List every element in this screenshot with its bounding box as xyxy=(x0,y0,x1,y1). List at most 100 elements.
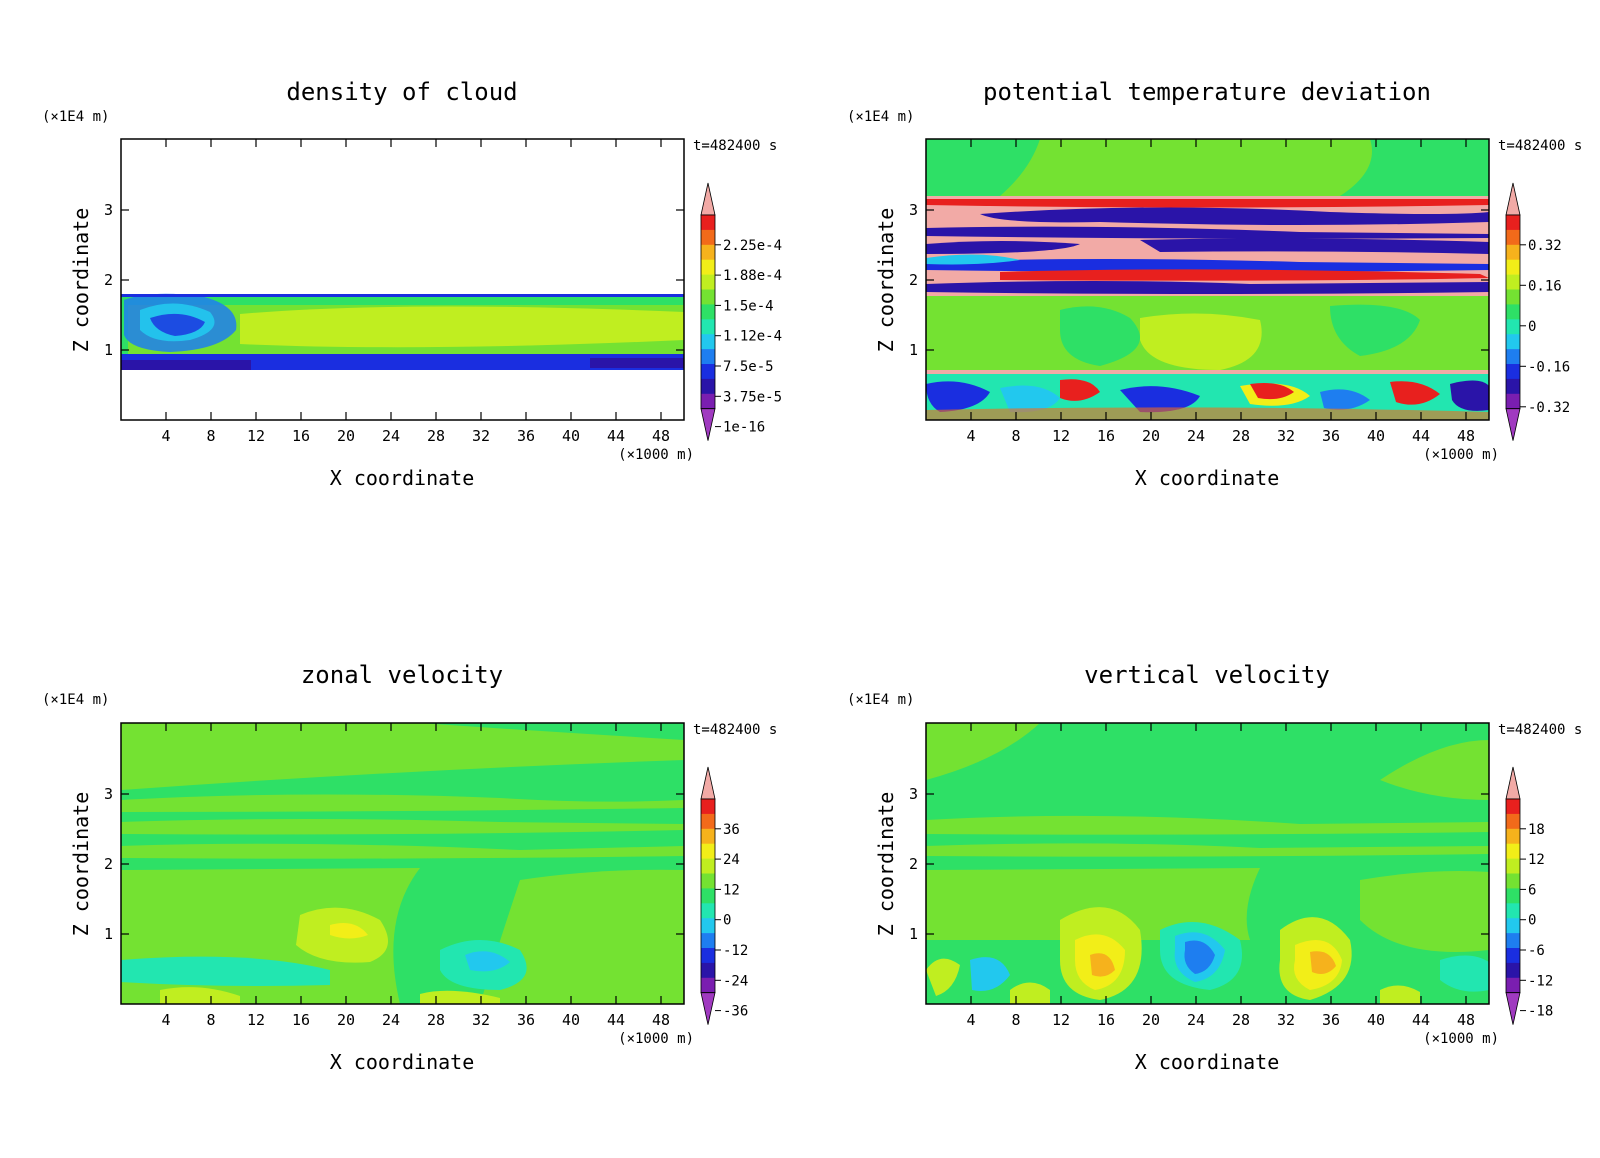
x-tick-label: 16 xyxy=(1097,427,1115,445)
plot-area xyxy=(926,139,1489,420)
time-label: t=482400 s xyxy=(693,722,777,738)
x-tick-label: 32 xyxy=(472,427,490,445)
colorbar-segment xyxy=(701,364,715,380)
x-tick-label: 48 xyxy=(1457,427,1475,445)
x-tick-label: 24 xyxy=(1187,1011,1205,1029)
y-unit-label: (×1E4 m) xyxy=(847,692,914,708)
colorbar-arrow-bottom xyxy=(1505,992,1521,1025)
colorbar-arrow-bottom xyxy=(700,408,716,441)
y-tick-label: 3 xyxy=(104,201,113,219)
panel-vertical-velocity: vertical velocity (×1E4 m) t=482400 s xyxy=(847,661,1582,1074)
colorbar-segment xyxy=(1506,799,1520,815)
colorbar-arrow-top xyxy=(1505,766,1521,800)
chart-title: vertical velocity xyxy=(1084,661,1330,689)
colorbar-label: 0 xyxy=(1528,913,1536,929)
x-axis-label: X coordinate xyxy=(330,1050,475,1074)
x-tick-label: 12 xyxy=(1052,1011,1070,1029)
colorbar-segment xyxy=(701,977,715,993)
y-axis-label: Z coordinate xyxy=(69,208,93,353)
colorbar-segment xyxy=(1506,229,1520,246)
colorbar-segment xyxy=(701,813,715,830)
y-tick-marks xyxy=(926,209,1489,351)
time-label: t=482400 s xyxy=(693,138,777,154)
colorbar-segment xyxy=(701,888,715,904)
colorbar-segment xyxy=(1506,378,1520,395)
colorbar-label: 0 xyxy=(1528,319,1536,335)
x-tick-labels: 4 8 12 16 20 24 28 32 36 40 44 48 xyxy=(161,1011,670,1029)
y-tick-labels: 1 2 3 xyxy=(104,785,113,943)
colorbar-label: 12 xyxy=(1528,852,1545,868)
colorbar-segment xyxy=(701,933,715,949)
x-tick-label: 4 xyxy=(161,427,170,445)
colorbar-segment xyxy=(701,843,715,859)
x-tick-label: 36 xyxy=(517,427,535,445)
colorbar-segment xyxy=(701,918,715,934)
colorbar-segment xyxy=(1506,319,1520,335)
colorbar-segment xyxy=(1506,933,1520,949)
colorbar-segment xyxy=(701,799,715,815)
colorbar-segment xyxy=(701,873,715,889)
x-tick-marks xyxy=(165,723,662,1004)
y-tick-label: 2 xyxy=(104,855,113,873)
colorbar-label: -12 xyxy=(723,943,748,959)
colorbar-label: 0.16 xyxy=(1528,278,1562,294)
x-tick-marks xyxy=(970,723,1467,1004)
colorbar-label: 1.5e-4 xyxy=(723,298,774,314)
colorbar-segment xyxy=(701,259,715,275)
plot-area xyxy=(121,723,684,1004)
x-tick-label: 32 xyxy=(472,1011,490,1029)
colorbar-label: 36 xyxy=(723,822,740,838)
colorbar: 2.25e-4 1.88e-4 1.5e-4 1.12e-4 7.5e-5 3.75e-5… xyxy=(700,182,782,441)
colorbar-label: 6 xyxy=(1528,882,1536,898)
colorbar-segment xyxy=(1506,364,1520,380)
x-tick-label: 20 xyxy=(337,1011,355,1029)
colorbar-arrow-top xyxy=(1505,182,1521,216)
colorbar-segment xyxy=(701,828,715,844)
x-tick-label: 24 xyxy=(382,427,400,445)
colorbar: 36 24 12 0 -12 -24 -36 xyxy=(700,766,748,1025)
y-tick-label: 2 xyxy=(909,271,918,289)
y-tick-label: 3 xyxy=(909,785,918,803)
colorbar-label: 3.75e-5 xyxy=(723,389,782,405)
x-tick-label: 40 xyxy=(1367,1011,1385,1029)
x-tick-marks xyxy=(165,139,662,420)
y-axis-label: Z coordinate xyxy=(874,208,898,353)
colorbar-segment xyxy=(701,962,715,979)
colorbar-label: -24 xyxy=(723,973,748,989)
x-tick-label: 32 xyxy=(1277,1011,1295,1029)
y-tick-label: 1 xyxy=(104,925,113,943)
colorbar-label: -0.32 xyxy=(1528,400,1570,416)
colorbar-label: 7.5e-5 xyxy=(723,359,774,375)
colorbar-segment xyxy=(701,349,715,365)
x-tick-label: 48 xyxy=(1457,1011,1475,1029)
colorbar-segment xyxy=(701,858,715,874)
y-axis-label: Z coordinate xyxy=(69,792,93,937)
x-tick-label: 8 xyxy=(206,1011,215,1029)
y-tick-label: 1 xyxy=(104,341,113,359)
x-tick-label: 16 xyxy=(292,1011,310,1029)
x-unit-label: (×1000 m) xyxy=(1423,447,1499,463)
colorbar-label: -0.16 xyxy=(1528,359,1570,375)
colorbar-label: 1.88e-4 xyxy=(723,268,782,284)
y-tick-label: 1 xyxy=(909,925,918,943)
y-unit-label: (×1E4 m) xyxy=(847,109,914,125)
colorbar-segment xyxy=(1506,948,1520,964)
time-label: t=482400 s xyxy=(1498,722,1582,738)
colorbar-segment xyxy=(1506,259,1520,275)
x-tick-marks xyxy=(970,139,1467,420)
x-tick-label: 8 xyxy=(1011,1011,1020,1029)
x-tick-label: 40 xyxy=(562,427,580,445)
x-tick-label: 28 xyxy=(1232,1011,1250,1029)
colorbar-label: 12 xyxy=(723,882,740,898)
colorbar-segment xyxy=(1506,304,1520,320)
colorbar-label: 0.32 xyxy=(1528,238,1562,254)
x-tick-label: 44 xyxy=(1412,1011,1430,1029)
colorbar-segment xyxy=(1506,888,1520,904)
x-unit-label: (×1000 m) xyxy=(1423,1031,1499,1047)
x-tick-label: 8 xyxy=(1011,427,1020,445)
colorbar-arrow-top xyxy=(700,766,716,800)
x-axis-label: X coordinate xyxy=(330,466,475,490)
colorbar-segment xyxy=(701,378,715,395)
panel-density-of-cloud: density of cloud (×1E4 m) t=482400 s xyxy=(42,78,782,490)
x-tick-label: 4 xyxy=(966,427,975,445)
